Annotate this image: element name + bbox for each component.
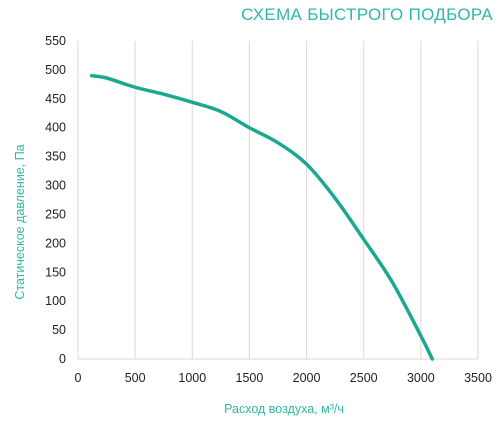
- y-tick-labels: 0 50 100 150 200 250 300 350 400 450 500 550: [45, 34, 66, 366]
- chart-title: СХЕМА БЫСТРОГО ПОДБОРА: [241, 5, 493, 24]
- x-tick-label: 2000: [293, 371, 321, 385]
- x-axis-title: Расход воздуха, м³/ч: [224, 402, 344, 416]
- y-tick-label: 250: [45, 207, 66, 221]
- y-tick-label: 400: [45, 121, 66, 135]
- series-lines: [89, 73, 435, 361]
- y-tick-label: 500: [45, 63, 66, 77]
- y-tick-label: 550: [45, 34, 66, 48]
- x-tick-label: 2500: [350, 371, 378, 385]
- y-tick-label: 0: [59, 352, 66, 366]
- y-axis-title: Статическое давление, Па: [13, 144, 27, 299]
- x-tick-label: 0: [75, 371, 82, 385]
- x-tick-label: 500: [125, 371, 146, 385]
- y-tick-label: 350: [45, 150, 66, 164]
- y-tick-label: 50: [52, 323, 66, 337]
- x-tick-label: 3000: [407, 371, 435, 385]
- y-tick-label: 100: [45, 294, 66, 308]
- x-tick-labels: 0 500 1000 1500 2000 2500 3000 3500: [75, 371, 492, 385]
- gridlines: [134, 41, 479, 359]
- series-line: [89, 73, 435, 361]
- y-tick-label: 300: [45, 179, 66, 193]
- y-tick-label: 450: [45, 92, 66, 106]
- x-tick-label: 1000: [178, 371, 206, 385]
- axes: [77, 41, 478, 360]
- y-tick-label: 150: [45, 265, 66, 279]
- y-tick-label: 200: [45, 236, 66, 250]
- x-tick-label: 1500: [236, 371, 264, 385]
- x-tick-label: 3500: [464, 371, 492, 385]
